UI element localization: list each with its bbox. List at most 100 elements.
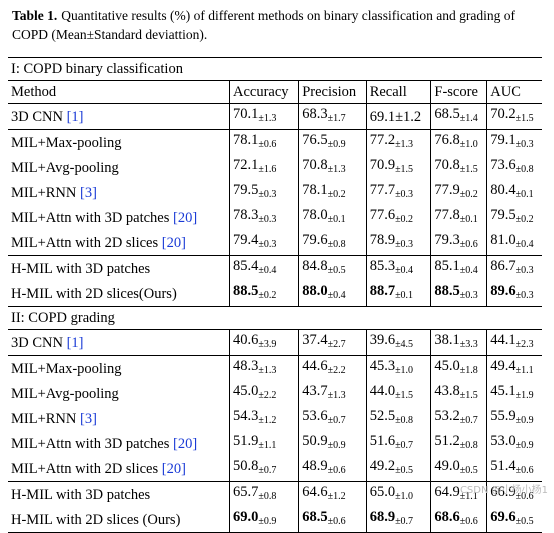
method-cell: MIL+Max-pooling bbox=[8, 355, 230, 381]
value-cell: 79.4±0.3 bbox=[228, 230, 299, 256]
mean: 69.0 bbox=[233, 509, 259, 525]
method-name: MIL+RNN bbox=[11, 410, 80, 427]
mean: 54.3 bbox=[233, 408, 259, 424]
std: ±1.3 bbox=[395, 139, 414, 150]
method-name: MIL+Max-pooling bbox=[11, 360, 122, 377]
mean: 79.5 bbox=[490, 207, 516, 223]
std: ±0.3 bbox=[459, 290, 478, 301]
data-row: MIL+Attn with 2D slices [20] 79.4±0.3 79.6… bbox=[8, 230, 542, 256]
value-cell: 48.3±1.3 bbox=[228, 355, 299, 381]
mean: 68.3 bbox=[302, 106, 328, 122]
method-cell: MIL+RNN [3] bbox=[8, 406, 230, 431]
std: ±3.9 bbox=[258, 339, 277, 350]
std: ±1.2 bbox=[258, 415, 277, 426]
mean: 40.6 bbox=[233, 332, 259, 348]
caption-label: Table 1. bbox=[12, 8, 58, 23]
citation: [20] bbox=[173, 209, 198, 226]
std: ±1.1 bbox=[459, 491, 478, 502]
value-cell: 70.8±1.3 bbox=[298, 155, 367, 180]
value-cell: 85.3±0.4 bbox=[365, 255, 431, 281]
std: ±0.5 bbox=[515, 516, 534, 527]
method-cell: H-MIL with 3D patches bbox=[8, 255, 230, 281]
std: ±1.0 bbox=[395, 491, 414, 502]
section-row: II: COPD grading bbox=[8, 306, 542, 330]
mean: 45.0 bbox=[434, 358, 460, 374]
mean: 65.7 bbox=[233, 484, 259, 500]
mean: 77.7 bbox=[369, 182, 396, 198]
std: ±0.8 bbox=[258, 491, 277, 502]
mean: 51.2 bbox=[434, 433, 460, 449]
value-cell: 72.1±1.6 bbox=[228, 155, 299, 180]
value-cell: 73.6±0.8 bbox=[486, 155, 542, 180]
citation: [1] bbox=[66, 334, 84, 351]
value-cell: 45.3±1.0 bbox=[365, 355, 431, 381]
value-cell: 76.8±1.0 bbox=[430, 129, 487, 155]
mean: 78.0 bbox=[302, 207, 328, 223]
std: ±1.5 bbox=[395, 390, 414, 401]
value-cell: 86.7±0.3 bbox=[486, 255, 542, 281]
data-row: MIL+Max-pooling 78.1±0.6 76.5±0.9 77.2±1.3 7… bbox=[8, 129, 542, 155]
mean: 45.0 bbox=[233, 383, 259, 399]
value-cell: 78.0±0.1 bbox=[298, 205, 367, 230]
std: ±0.1 bbox=[515, 189, 534, 200]
std: ±2.2 bbox=[327, 365, 346, 376]
value-cell: 68.6±0.6 bbox=[430, 507, 487, 533]
mean: 64.9 bbox=[434, 484, 460, 500]
value-cell: 64.6±1.2 bbox=[298, 481, 367, 507]
mean: 51.9 bbox=[233, 433, 259, 449]
mean: 49.2 bbox=[369, 458, 396, 474]
value-cell: 43.8±1.5 bbox=[430, 381, 487, 406]
value-cell: 55.9±0.9 bbox=[486, 406, 542, 431]
mean: 85.3 bbox=[369, 258, 396, 274]
std: ±2.2 bbox=[258, 390, 277, 401]
value-cell: 44.0±1.5 bbox=[365, 381, 431, 406]
header-cell: Recall bbox=[365, 80, 431, 104]
std: ±0.1 bbox=[395, 290, 414, 301]
value-cell: 49.0±0.5 bbox=[430, 456, 487, 482]
std: ±1.8 bbox=[459, 365, 478, 376]
value-cell: 77.7±0.3 bbox=[365, 180, 431, 205]
method-cell: MIL+Avg-pooling bbox=[8, 381, 230, 406]
method-cell: MIL+Attn with 3D patches [20] bbox=[8, 431, 230, 456]
std: ±0.4 bbox=[395, 265, 414, 276]
data-row: 3D CNN [1] 40.6±3.9 37.4±2.7 39.6±4.5 38.1±3… bbox=[8, 329, 542, 356]
std: ±0.3 bbox=[395, 189, 414, 200]
citation: [20] bbox=[161, 460, 186, 477]
std: ±0.6 bbox=[515, 491, 534, 502]
citation: [1] bbox=[66, 108, 84, 125]
method-name: MIL+Max-pooling bbox=[11, 134, 122, 151]
method-cell: MIL+Max-pooling bbox=[8, 129, 230, 155]
method-cell: MIL+Attn with 2D slices [20] bbox=[8, 456, 230, 482]
mean: 37.4 bbox=[302, 332, 328, 348]
mean: 66.9 bbox=[490, 484, 516, 500]
method-cell: 3D CNN [1] bbox=[8, 329, 230, 356]
caption-text: Quantitative results (%) of different me… bbox=[12, 8, 516, 42]
method-cell: MIL+RNN [3] bbox=[8, 180, 230, 205]
page: Table 1. Quantitative results (%) of diff… bbox=[8, 8, 548, 533]
std: ±1.0 bbox=[395, 365, 414, 376]
std: ±0.7 bbox=[395, 516, 414, 527]
std: ±1.5 bbox=[515, 113, 534, 124]
data-row: 3D CNN [1] 70.1±1.3 68.3±1.7 69.1±1.2 68.5±1… bbox=[8, 103, 542, 130]
value-cell: 45.0±2.2 bbox=[228, 381, 299, 406]
value-cell: 76.5±0.9 bbox=[298, 129, 367, 155]
mean: 78.3 bbox=[233, 207, 259, 223]
value-cell: 78.9±0.3 bbox=[365, 230, 431, 256]
mean: 77.8 bbox=[434, 207, 460, 223]
mean: 80.4 bbox=[490, 182, 516, 198]
mean: 53.6 bbox=[302, 408, 328, 424]
std: ±0.7 bbox=[459, 415, 478, 426]
std: ±0.7 bbox=[327, 415, 346, 426]
value-cell: 50.8±0.7 bbox=[228, 456, 299, 482]
mean: 76.8 bbox=[434, 132, 460, 148]
std: ±1.5 bbox=[459, 390, 478, 401]
std: ±0.9 bbox=[515, 415, 534, 426]
method-name: H-MIL with 2D slices (Ours) bbox=[11, 511, 181, 528]
std: ±0.9 bbox=[327, 440, 346, 451]
std: ±0.2 bbox=[327, 189, 346, 200]
value-cell: 68.5±0.6 bbox=[298, 507, 367, 533]
mean: 48.9 bbox=[302, 458, 328, 474]
std: ±0.6 bbox=[258, 139, 277, 150]
method-name: MIL+Attn with 3D patches bbox=[11, 435, 174, 452]
std: ±0.6 bbox=[515, 465, 534, 476]
